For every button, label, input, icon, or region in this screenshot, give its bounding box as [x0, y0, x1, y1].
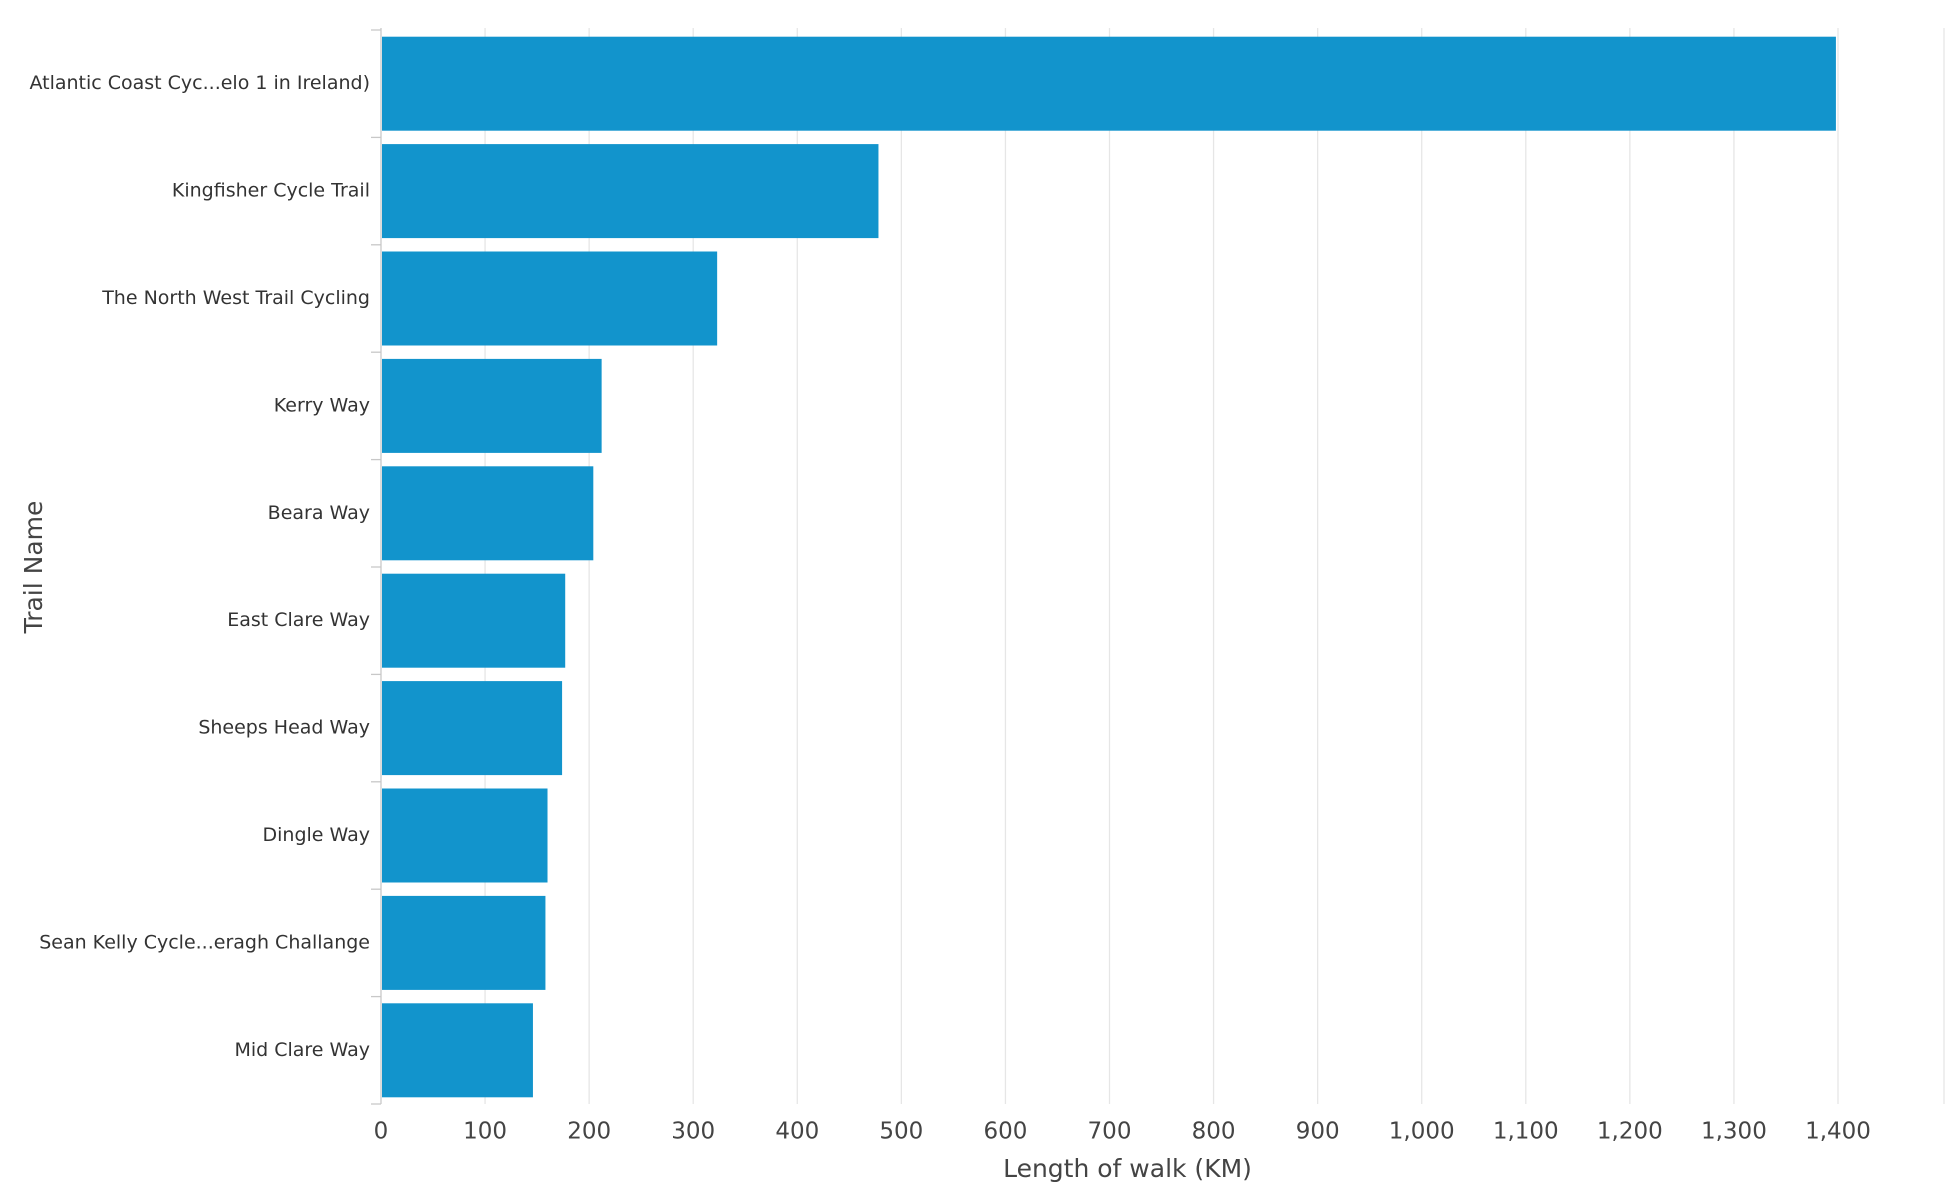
- x-tick-label: 1,100: [1493, 1119, 1559, 1145]
- category-label: Atlantic Coast Cyc...elo 1 in Ireland): [29, 72, 370, 94]
- x-tick-label: 400: [775, 1119, 819, 1145]
- category-label: Dingle Way: [263, 824, 370, 846]
- gridlines: [484, 28, 1945, 1104]
- category-label: Sean Kelly Cycle...eragh Challange: [39, 931, 370, 953]
- x-tick-label: 800: [1192, 1119, 1236, 1145]
- bar[interactable]: [382, 681, 563, 776]
- category-labels: Atlantic Coast Cyc...elo 1 in Ireland) Ki…: [29, 72, 370, 1061]
- category-label: Kerry Way: [274, 394, 370, 416]
- bars: [382, 36, 1836, 1098]
- x-tick-label: 0: [374, 1119, 389, 1145]
- bar[interactable]: [382, 358, 602, 453]
- y-axis-title: Trail Name: [19, 501, 48, 635]
- x-tick-label: 900: [1296, 1119, 1340, 1145]
- bar[interactable]: [382, 1003, 533, 1098]
- x-tick-label: 1,200: [1597, 1119, 1663, 1145]
- bar[interactable]: [382, 251, 718, 346]
- x-tick-label: 700: [1088, 1119, 1132, 1145]
- x-axis-title: Length of walk (KM): [1003, 1154, 1252, 1183]
- bar[interactable]: [382, 36, 1836, 131]
- bar[interactable]: [382, 466, 594, 561]
- category-label: The North West Trail Cycling: [101, 287, 370, 309]
- x-tick-label: 500: [879, 1119, 923, 1145]
- x-tick-label: 200: [567, 1119, 611, 1145]
- bar[interactable]: [382, 788, 548, 883]
- category-label: Mid Clare Way: [234, 1039, 370, 1061]
- x-tick-label: 100: [463, 1119, 507, 1145]
- category-label: Beara Way: [268, 502, 370, 524]
- category-label: East Clare Way: [227, 609, 370, 631]
- bar[interactable]: [382, 573, 566, 668]
- bar[interactable]: [382, 144, 879, 239]
- x-tick-labels: 0 100 200 300 400 500 600 700 800 900 1,000 1,100 1,…: [374, 1119, 1871, 1145]
- bar[interactable]: [382, 895, 546, 990]
- x-tick-label: 1,300: [1701, 1119, 1767, 1145]
- category-label: Sheeps Head Way: [198, 717, 370, 739]
- x-tick-label: 1,400: [1805, 1119, 1871, 1145]
- x-tick-label: 300: [671, 1119, 715, 1145]
- category-label: Kingfisher Cycle Trail: [172, 180, 370, 202]
- axes: [371, 28, 382, 1105]
- x-tick-label: 600: [983, 1119, 1027, 1145]
- x-tick-label: 1,000: [1389, 1119, 1455, 1145]
